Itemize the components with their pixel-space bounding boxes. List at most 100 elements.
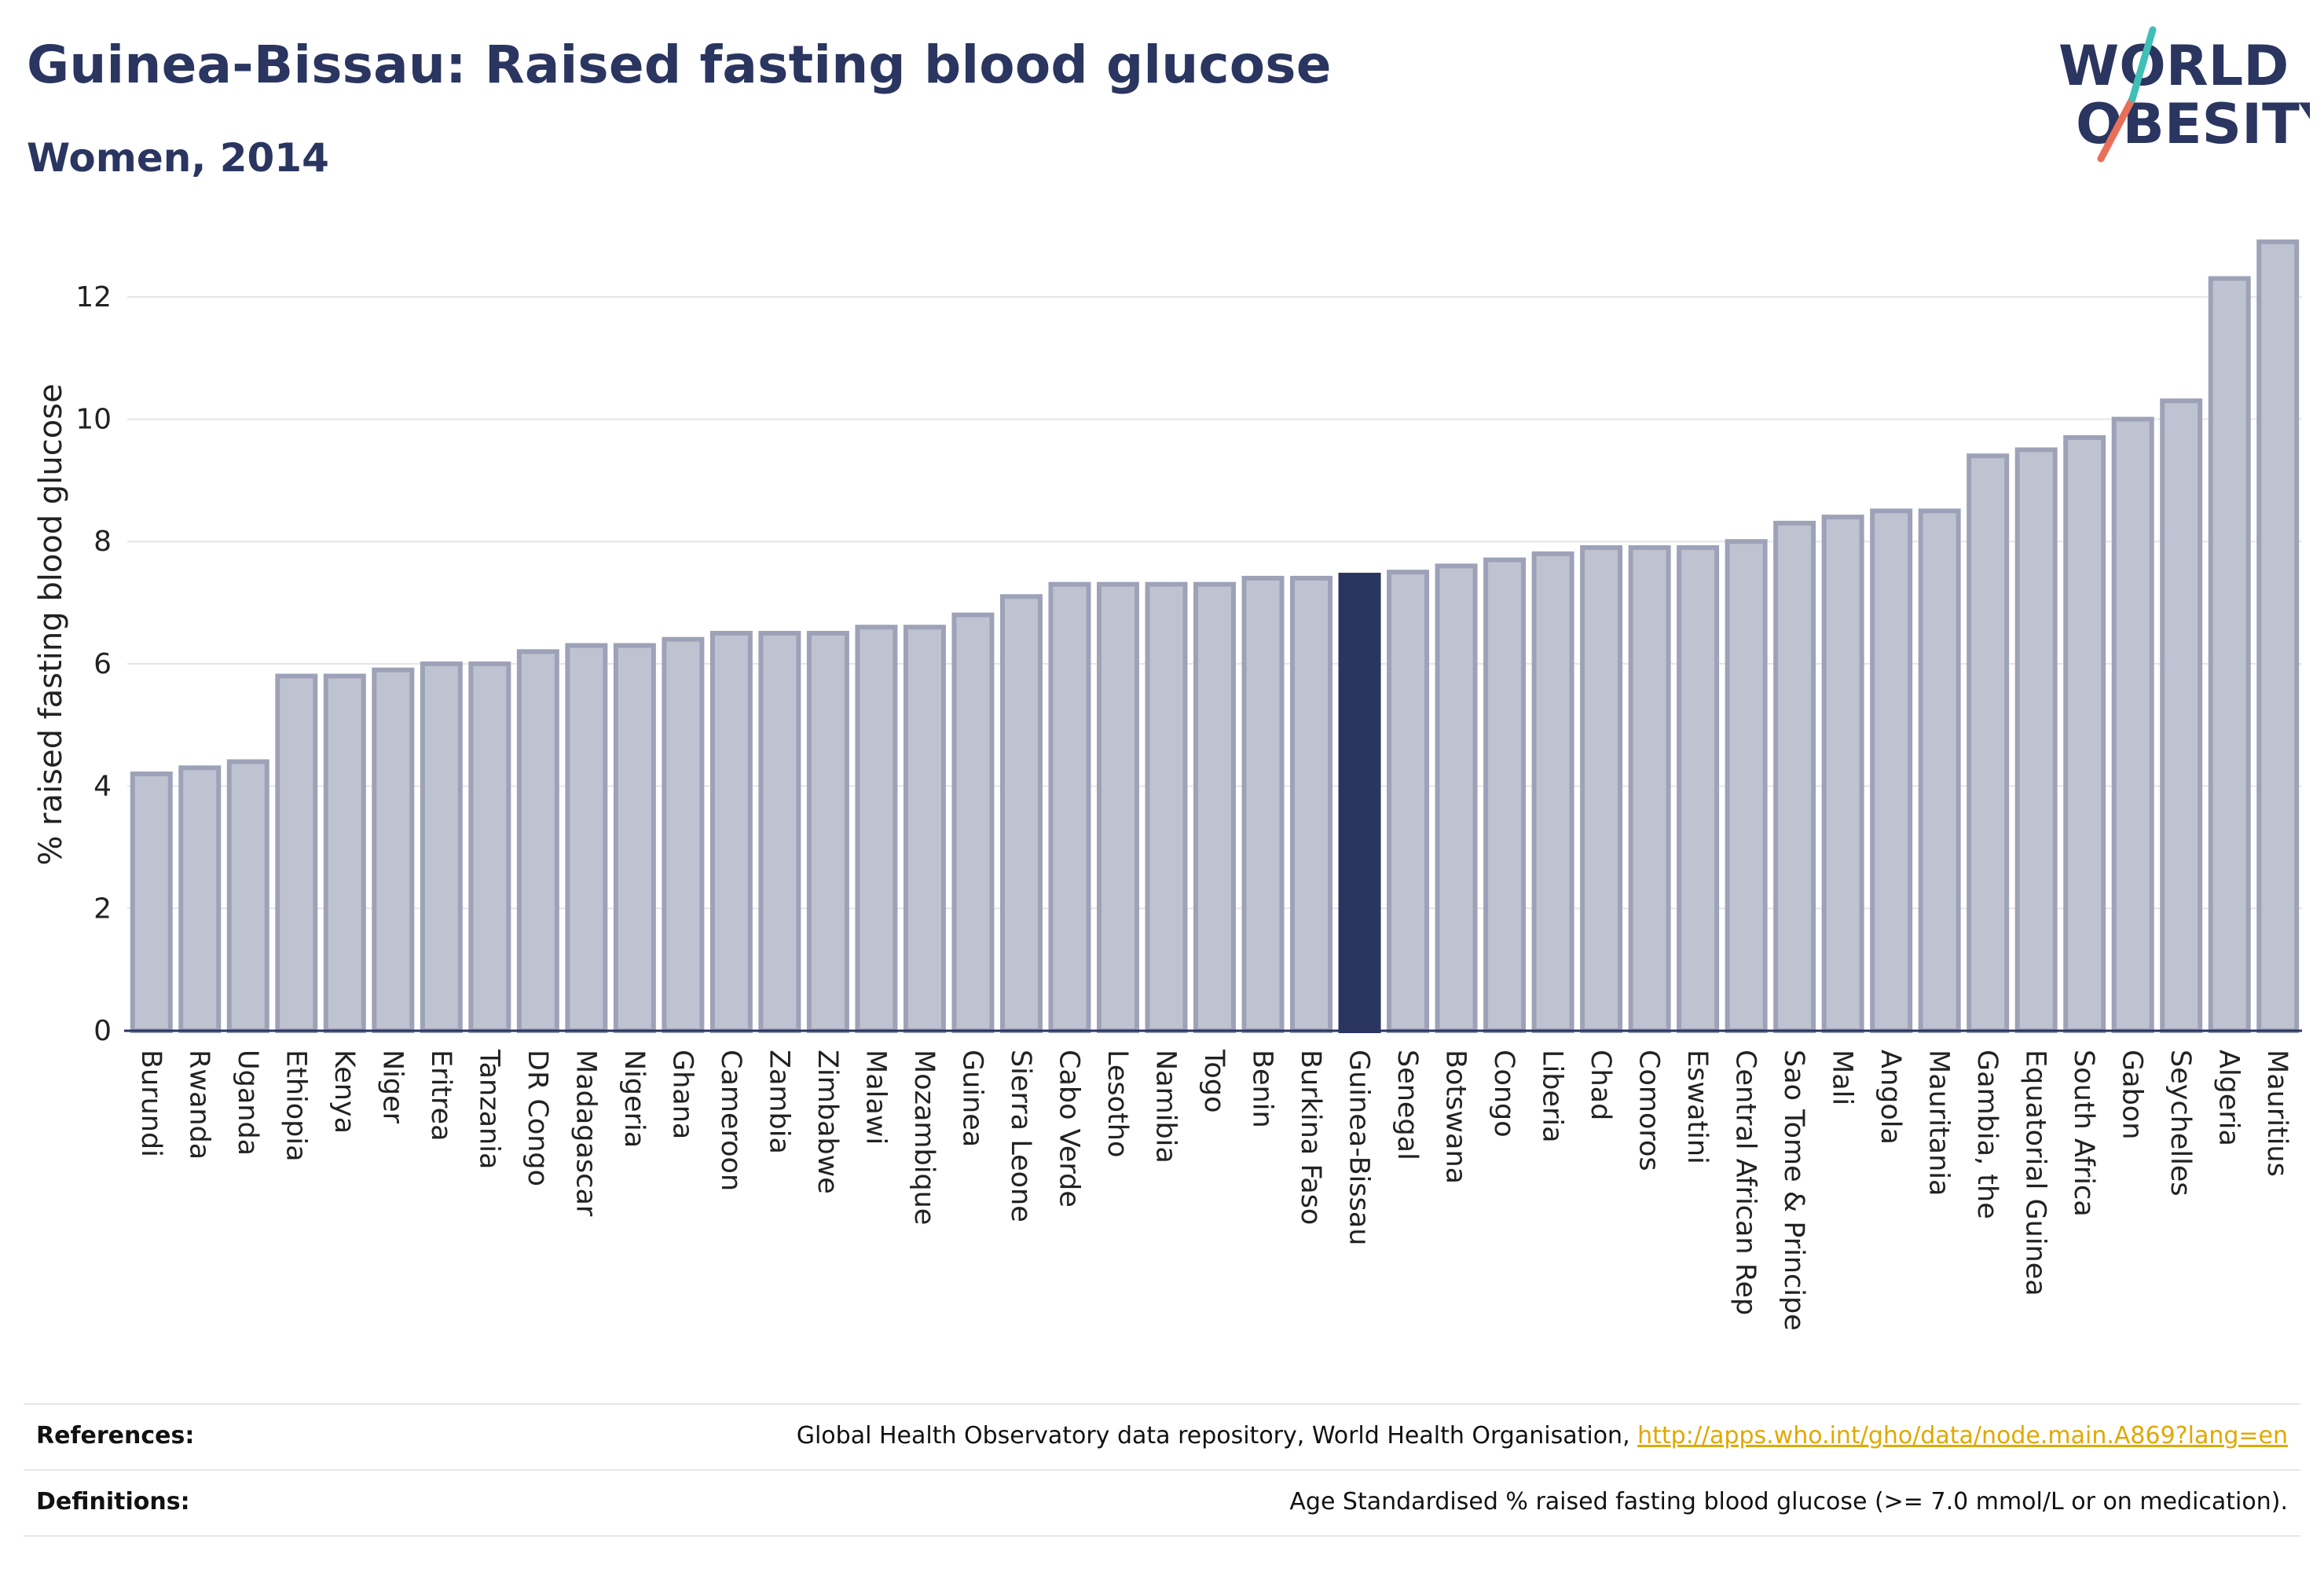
- chart-title: Guinea-Bissau: Raised fasting blood gluc…: [27, 35, 1332, 95]
- x-tick-label: South Africa: [2068, 1050, 2099, 1217]
- bars: [130, 239, 2300, 1034]
- bar: [468, 661, 511, 1034]
- bar: [1483, 557, 1527, 1033]
- x-tick-label: Cabo Verde: [1053, 1050, 1084, 1208]
- bar: [2208, 276, 2251, 1033]
- bar: [1387, 570, 1430, 1033]
- references-row: References: Global Health Observatory da…: [24, 1403, 2300, 1469]
- x-tick-label: Eswatini: [1681, 1050, 1713, 1164]
- bar: [226, 759, 269, 1033]
- x-tick-label: Mali: [1827, 1050, 1858, 1105]
- x-tick-label: Togo: [1198, 1049, 1230, 1112]
- x-tick-label: Cameroon: [715, 1050, 746, 1191]
- x-tick-label: Burkina Faso: [1295, 1050, 1326, 1225]
- x-tick-label: Sao Tome & Principe: [1778, 1050, 1809, 1331]
- bar: [1096, 581, 1139, 1033]
- x-tick-label: Congo: [1488, 1050, 1519, 1138]
- x-tick-label: Algeria: [2213, 1050, 2245, 1146]
- x-tick-label: Guinea: [956, 1050, 988, 1147]
- y-tick-label: 10: [75, 404, 112, 436]
- bar: [372, 667, 415, 1033]
- logo-slash-teal: [2128, 26, 2157, 103]
- x-tick-label: Ethiopia: [280, 1050, 311, 1162]
- x-tick-label: Guinea-Bissau: [1343, 1050, 1375, 1245]
- world-obesity-logo: WORLD OBESITY: [2058, 26, 2310, 163]
- x-tick-label: Angola: [1875, 1050, 1906, 1145]
- x-tick-label: Comoros: [1633, 1050, 1665, 1171]
- x-tick-label: Madagascar: [570, 1050, 601, 1217]
- x-tick-label: Niger: [376, 1050, 408, 1124]
- x-category-labels: Burundi Rwanda Uganda Ethiopia Kenya Niger Eri…: [135, 1049, 2293, 1331]
- y-tick-label: 4: [93, 771, 112, 803]
- bar: [855, 625, 898, 1033]
- references-label: References:: [36, 1422, 195, 1450]
- x-tick-label: Lesotho: [1102, 1050, 1133, 1157]
- chart-subtitle: Women, 2014: [27, 135, 329, 181]
- y-tick-label: 6: [93, 648, 112, 680]
- bar: [275, 673, 318, 1033]
- x-tick-label: Sierra Leone: [1005, 1050, 1036, 1222]
- bar: [1048, 581, 1091, 1033]
- bar: [1918, 508, 1961, 1033]
- definitions-label: Definitions:: [36, 1488, 190, 1516]
- x-tick-label: Liberia: [1537, 1050, 1568, 1143]
- x-tick-label: Rwanda: [183, 1050, 214, 1160]
- bar: [1435, 563, 1478, 1033]
- bar: [951, 612, 995, 1033]
- bar: [1531, 551, 1574, 1033]
- bar: [1821, 515, 1864, 1033]
- y-tick-label: 12: [75, 281, 112, 313]
- x-tick-label: DR Congo: [522, 1050, 553, 1186]
- bar: [516, 649, 559, 1033]
- y-tick-label: 2: [93, 892, 112, 925]
- bar: [178, 765, 222, 1033]
- x-tick-label: Zambia: [763, 1050, 794, 1154]
- bar: [2014, 447, 2058, 1033]
- bar: [2160, 398, 2203, 1033]
- x-tick-label: Kenya: [328, 1050, 360, 1134]
- bar: [1580, 545, 1623, 1033]
- x-tick-label: Equatorial Guinea: [2020, 1050, 2051, 1296]
- bar: [758, 631, 801, 1033]
- logo-slash-red: [2097, 95, 2136, 163]
- x-tick-label: Mozambique: [908, 1050, 940, 1225]
- bar: [1241, 575, 1285, 1033]
- y-tick-label: 0: [93, 1015, 112, 1047]
- bar: [903, 625, 946, 1033]
- bar: [565, 643, 608, 1033]
- x-tick-label: Burundi: [135, 1050, 167, 1157]
- x-tick-label: Mauritius: [2261, 1050, 2293, 1177]
- bar: [999, 594, 1043, 1033]
- bar: [2063, 434, 2106, 1033]
- bar: [1773, 520, 1816, 1033]
- bar: [662, 636, 705, 1033]
- x-tick-label: Eritrea: [425, 1050, 456, 1142]
- y-tick-label: 8: [93, 526, 112, 558]
- x-tick-label: Senegal: [1391, 1050, 1423, 1160]
- references-link[interactable]: http://apps.who.int/gho/data/node.main.A…: [1637, 1422, 2288, 1450]
- bar: [1628, 545, 1671, 1033]
- x-tick-label: Uganda: [232, 1050, 263, 1156]
- x-tick-label: Nigeria: [618, 1050, 650, 1148]
- x-tick-label: Gambia, the: [1971, 1050, 2003, 1219]
- bar: [613, 643, 656, 1033]
- x-tick-label: Namibia: [1149, 1050, 1181, 1164]
- bar: [806, 631, 849, 1033]
- bar: [1725, 539, 1768, 1033]
- bar: [1290, 575, 1333, 1033]
- bar: [2111, 416, 2154, 1033]
- references-source: Global Health Observatory data repositor…: [796, 1422, 1638, 1450]
- x-tick-label: Zimbabwe: [812, 1050, 843, 1194]
- x-tick-label: Ghana: [666, 1050, 698, 1139]
- bar: [1967, 453, 2010, 1033]
- bar: [323, 673, 366, 1033]
- bar: [1145, 581, 1188, 1033]
- logo-line-2: OBESITY: [2076, 92, 2310, 156]
- bar: [1677, 545, 1720, 1033]
- definitions-row: Definitions: Age Standardised % raised f…: [24, 1469, 2300, 1537]
- x-tick-label: Central African Rep: [1730, 1050, 1761, 1315]
- bar-chart: 0 2 4 6 8 10 12 Burundi Rwanda Uganda Ethiopia Ken…: [33, 239, 2302, 1331]
- x-tick-label: Chad: [1585, 1050, 1616, 1120]
- x-tick-label: Malawi: [860, 1050, 891, 1145]
- definitions-text: Age Standardised % raised fasting blood …: [1289, 1488, 2288, 1516]
